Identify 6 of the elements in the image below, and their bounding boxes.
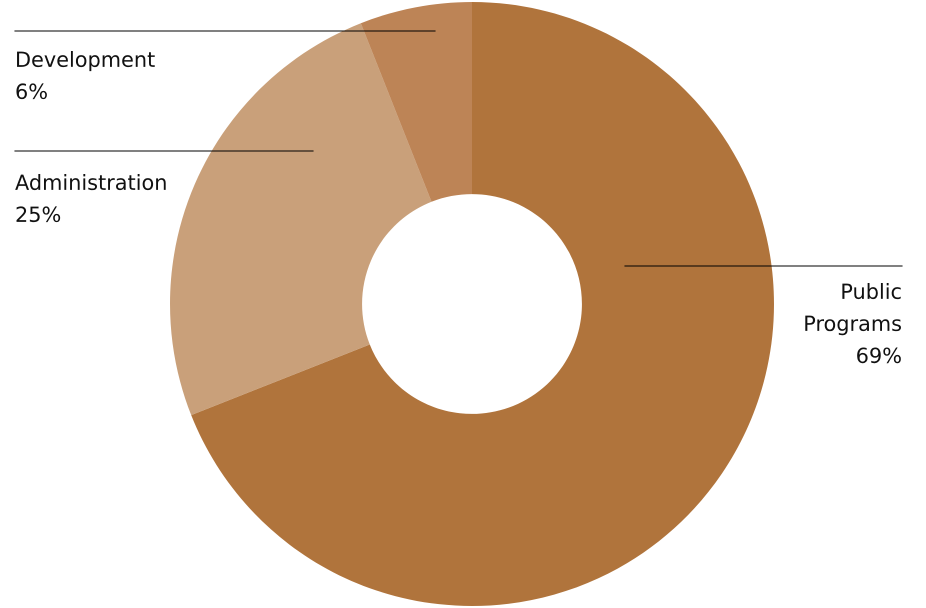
slice-label: Development (17, 51, 155, 72)
data-label: 6% (16, 83, 47, 100)
slice-label: Administration (15, 174, 166, 190)
data-label: 69% (857, 347, 901, 364)
slice-label: Public Programs (805, 283, 901, 336)
data-label: 25% (16, 206, 60, 222)
